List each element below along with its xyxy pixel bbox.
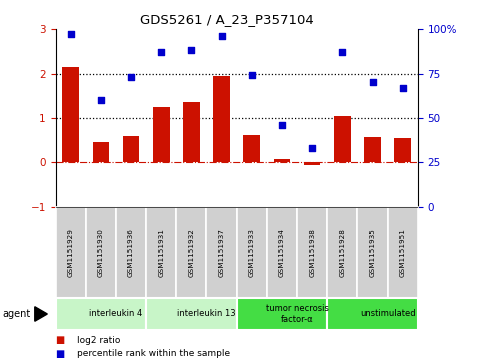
- Point: [127, 74, 135, 80]
- FancyBboxPatch shape: [357, 207, 388, 298]
- Text: ■: ■: [56, 348, 65, 359]
- Point: [369, 79, 376, 85]
- FancyBboxPatch shape: [327, 207, 357, 298]
- FancyBboxPatch shape: [146, 298, 237, 330]
- FancyBboxPatch shape: [56, 207, 86, 298]
- Text: GSM1151951: GSM1151951: [400, 228, 406, 277]
- Text: interleukin 13: interleukin 13: [177, 310, 236, 318]
- Point: [339, 49, 346, 55]
- Text: GSM1151932: GSM1151932: [188, 228, 194, 277]
- FancyBboxPatch shape: [267, 207, 297, 298]
- Text: GSM1151930: GSM1151930: [98, 228, 104, 277]
- FancyBboxPatch shape: [86, 207, 116, 298]
- Text: unstimulated: unstimulated: [360, 310, 415, 318]
- FancyBboxPatch shape: [237, 207, 267, 298]
- Bar: [395, 138, 411, 163]
- Bar: [304, 163, 320, 165]
- Point: [157, 49, 165, 55]
- Text: log2 ratio: log2 ratio: [77, 336, 121, 344]
- FancyBboxPatch shape: [207, 207, 237, 298]
- Text: GSM1151929: GSM1151929: [68, 228, 73, 277]
- Bar: [364, 136, 381, 163]
- Point: [97, 97, 105, 103]
- Polygon shape: [35, 307, 47, 321]
- Text: GSM1151935: GSM1151935: [369, 228, 375, 277]
- FancyBboxPatch shape: [176, 207, 207, 298]
- Text: GSM1151936: GSM1151936: [128, 228, 134, 277]
- FancyBboxPatch shape: [56, 298, 146, 330]
- Bar: [62, 67, 79, 163]
- FancyBboxPatch shape: [237, 298, 327, 330]
- Text: GSM1151933: GSM1151933: [249, 228, 255, 277]
- FancyBboxPatch shape: [388, 207, 418, 298]
- Point: [278, 122, 286, 128]
- Text: GSM1151938: GSM1151938: [309, 228, 315, 277]
- Point: [399, 85, 407, 91]
- Bar: [93, 142, 109, 163]
- Bar: [213, 76, 230, 163]
- Bar: [123, 136, 139, 163]
- Text: agent: agent: [2, 309, 30, 319]
- FancyBboxPatch shape: [146, 207, 176, 298]
- Bar: [243, 135, 260, 163]
- Text: GSM1151931: GSM1151931: [158, 228, 164, 277]
- FancyBboxPatch shape: [297, 207, 327, 298]
- Text: percentile rank within the sample: percentile rank within the sample: [77, 349, 230, 358]
- Text: interleukin 4: interleukin 4: [89, 310, 142, 318]
- Point: [187, 48, 195, 53]
- Point: [218, 33, 226, 39]
- Text: ■: ■: [56, 335, 65, 345]
- Text: GSM1151934: GSM1151934: [279, 228, 285, 277]
- FancyBboxPatch shape: [116, 207, 146, 298]
- Bar: [274, 159, 290, 163]
- Point: [248, 72, 256, 78]
- Text: GDS5261 / A_23_P357104: GDS5261 / A_23_P357104: [140, 13, 314, 26]
- Bar: [183, 102, 199, 163]
- Text: GSM1151937: GSM1151937: [219, 228, 225, 277]
- Point: [308, 145, 316, 151]
- FancyBboxPatch shape: [327, 298, 418, 330]
- Text: tumor necrosis
factor-α: tumor necrosis factor-α: [266, 304, 328, 324]
- Point: [67, 32, 74, 37]
- Bar: [334, 116, 351, 163]
- Text: GSM1151928: GSM1151928: [340, 228, 345, 277]
- Bar: [153, 107, 170, 163]
